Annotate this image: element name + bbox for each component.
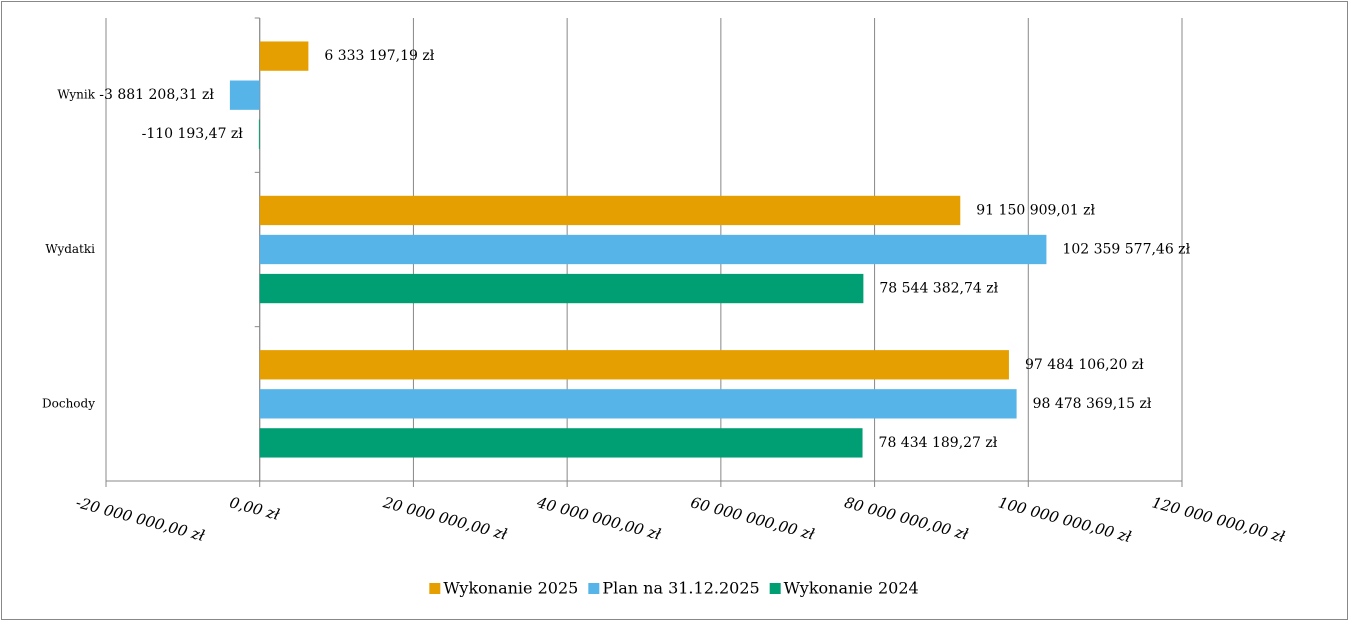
value-label: 102 359 577,46 zł <box>1062 242 1190 258</box>
legend-swatch <box>588 583 600 594</box>
value-label: 78 434 189,27 zł <box>879 435 998 451</box>
x-tick-label: 100 000 000,00 zł <box>996 493 1133 546</box>
value-label: -110 193,47 zł <box>142 126 244 142</box>
bar <box>258 119 260 149</box>
x-tick-label: 20 000 000,00 zł <box>380 493 509 544</box>
x-tick-label: 40 000 000,00 zł <box>534 493 663 544</box>
bar <box>259 41 309 71</box>
x-tick-label: 60 000 000,00 zł <box>689 493 817 543</box>
value-label: 97 484 106,20 zł <box>1025 357 1144 373</box>
legend: Wykonanie 2025 Plan na 31.12.2025 Wykonani… <box>429 579 919 598</box>
x-tick-label: 80 000 000,00 zł <box>843 493 971 543</box>
category-label: Wydatki <box>45 242 95 256</box>
value-label: 91 150 909,01 zł <box>976 202 1095 218</box>
chart-border <box>1 1 1348 620</box>
bar <box>259 428 863 458</box>
bar <box>259 195 961 226</box>
bar <box>259 350 1009 380</box>
x-tick-label: 0,00 zł <box>228 493 282 524</box>
bar <box>259 389 1017 419</box>
x-tick-label: -20 000 000,00 zł <box>74 493 207 545</box>
bar <box>259 273 864 304</box>
legend-swatch <box>769 583 781 594</box>
legend-swatch <box>429 583 441 594</box>
value-label: -3 881 208,31 zł <box>99 87 214 103</box>
legend-label: Wykonanie 2025 <box>443 579 578 598</box>
legend-label: Plan na 31.12.2025 <box>602 579 759 598</box>
x-tick-label: 120 000 000,00 zł <box>1150 493 1287 546</box>
category-label: Dochody <box>42 396 95 410</box>
legend-label: Wykonanie 2024 <box>784 579 919 598</box>
bar <box>229 80 260 110</box>
value-label: 78 544 382,74 zł <box>879 281 998 297</box>
value-label: 6 333 197,19 zł <box>324 48 434 64</box>
value-label: 98 478 369,15 zł <box>1033 396 1152 412</box>
category-label: Wynik <box>57 88 95 102</box>
bar <box>259 234 1047 265</box>
